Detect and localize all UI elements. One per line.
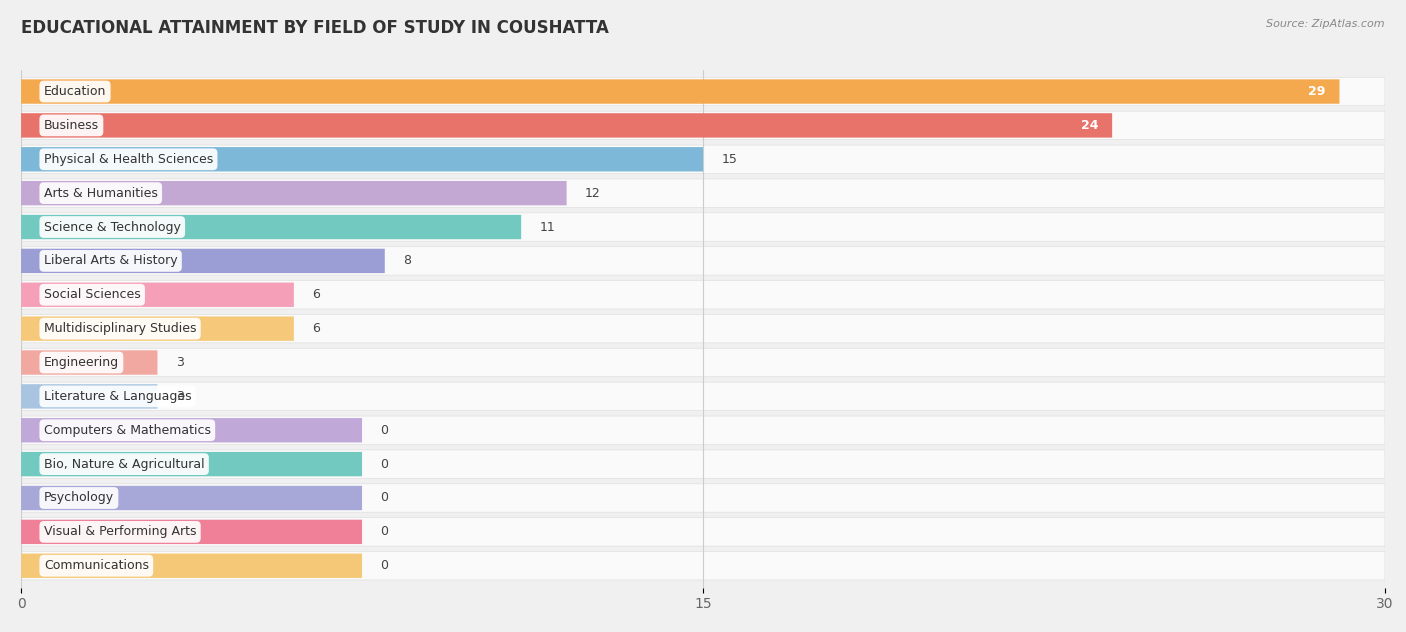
Text: 0: 0 [380, 492, 388, 504]
FancyBboxPatch shape [21, 452, 363, 477]
FancyBboxPatch shape [21, 215, 522, 240]
FancyBboxPatch shape [21, 145, 1385, 174]
FancyBboxPatch shape [21, 283, 294, 307]
FancyBboxPatch shape [21, 384, 157, 408]
FancyBboxPatch shape [21, 77, 1385, 106]
Text: 3: 3 [176, 390, 184, 403]
FancyBboxPatch shape [21, 80, 1340, 104]
Text: 0: 0 [380, 423, 388, 437]
FancyBboxPatch shape [21, 317, 294, 341]
FancyBboxPatch shape [21, 246, 1385, 275]
Text: 0: 0 [380, 559, 388, 572]
Text: Business: Business [44, 119, 98, 132]
FancyBboxPatch shape [21, 281, 1385, 309]
Text: Social Sciences: Social Sciences [44, 288, 141, 301]
FancyBboxPatch shape [21, 179, 1385, 207]
Text: 11: 11 [540, 221, 555, 234]
FancyBboxPatch shape [21, 181, 567, 205]
FancyBboxPatch shape [21, 113, 1112, 138]
Text: Visual & Performing Arts: Visual & Performing Arts [44, 525, 197, 538]
FancyBboxPatch shape [21, 314, 1385, 343]
Text: 8: 8 [404, 255, 411, 267]
FancyBboxPatch shape [21, 249, 385, 273]
Text: Arts & Humanities: Arts & Humanities [44, 186, 157, 200]
FancyBboxPatch shape [21, 518, 1385, 546]
FancyBboxPatch shape [21, 554, 363, 578]
Text: EDUCATIONAL ATTAINMENT BY FIELD OF STUDY IN COUSHATTA: EDUCATIONAL ATTAINMENT BY FIELD OF STUDY… [21, 19, 609, 37]
Text: Communications: Communications [44, 559, 149, 572]
Text: Science & Technology: Science & Technology [44, 221, 181, 234]
FancyBboxPatch shape [21, 382, 1385, 411]
Text: 12: 12 [585, 186, 600, 200]
FancyBboxPatch shape [21, 111, 1385, 140]
Text: 0: 0 [380, 525, 388, 538]
Text: 6: 6 [312, 288, 321, 301]
FancyBboxPatch shape [21, 486, 363, 510]
FancyBboxPatch shape [21, 418, 363, 442]
FancyBboxPatch shape [21, 147, 703, 171]
Text: Source: ZipAtlas.com: Source: ZipAtlas.com [1267, 19, 1385, 29]
Text: Literature & Languages: Literature & Languages [44, 390, 191, 403]
FancyBboxPatch shape [21, 450, 1385, 478]
Text: 3: 3 [176, 356, 184, 369]
Text: 29: 29 [1309, 85, 1326, 98]
FancyBboxPatch shape [21, 520, 363, 544]
Text: 0: 0 [380, 458, 388, 471]
FancyBboxPatch shape [21, 213, 1385, 241]
Text: Psychology: Psychology [44, 492, 114, 504]
FancyBboxPatch shape [21, 552, 1385, 580]
Text: Education: Education [44, 85, 107, 98]
Text: Multidisciplinary Studies: Multidisciplinary Studies [44, 322, 197, 335]
Text: Computers & Mathematics: Computers & Mathematics [44, 423, 211, 437]
Text: Liberal Arts & History: Liberal Arts & History [44, 255, 177, 267]
Text: 6: 6 [312, 322, 321, 335]
Text: Bio, Nature & Agricultural: Bio, Nature & Agricultural [44, 458, 204, 471]
Text: 24: 24 [1081, 119, 1098, 132]
Text: 15: 15 [721, 153, 737, 166]
Text: Physical & Health Sciences: Physical & Health Sciences [44, 153, 214, 166]
FancyBboxPatch shape [21, 483, 1385, 512]
FancyBboxPatch shape [21, 416, 1385, 444]
Text: Engineering: Engineering [44, 356, 120, 369]
FancyBboxPatch shape [21, 350, 157, 375]
FancyBboxPatch shape [21, 348, 1385, 377]
